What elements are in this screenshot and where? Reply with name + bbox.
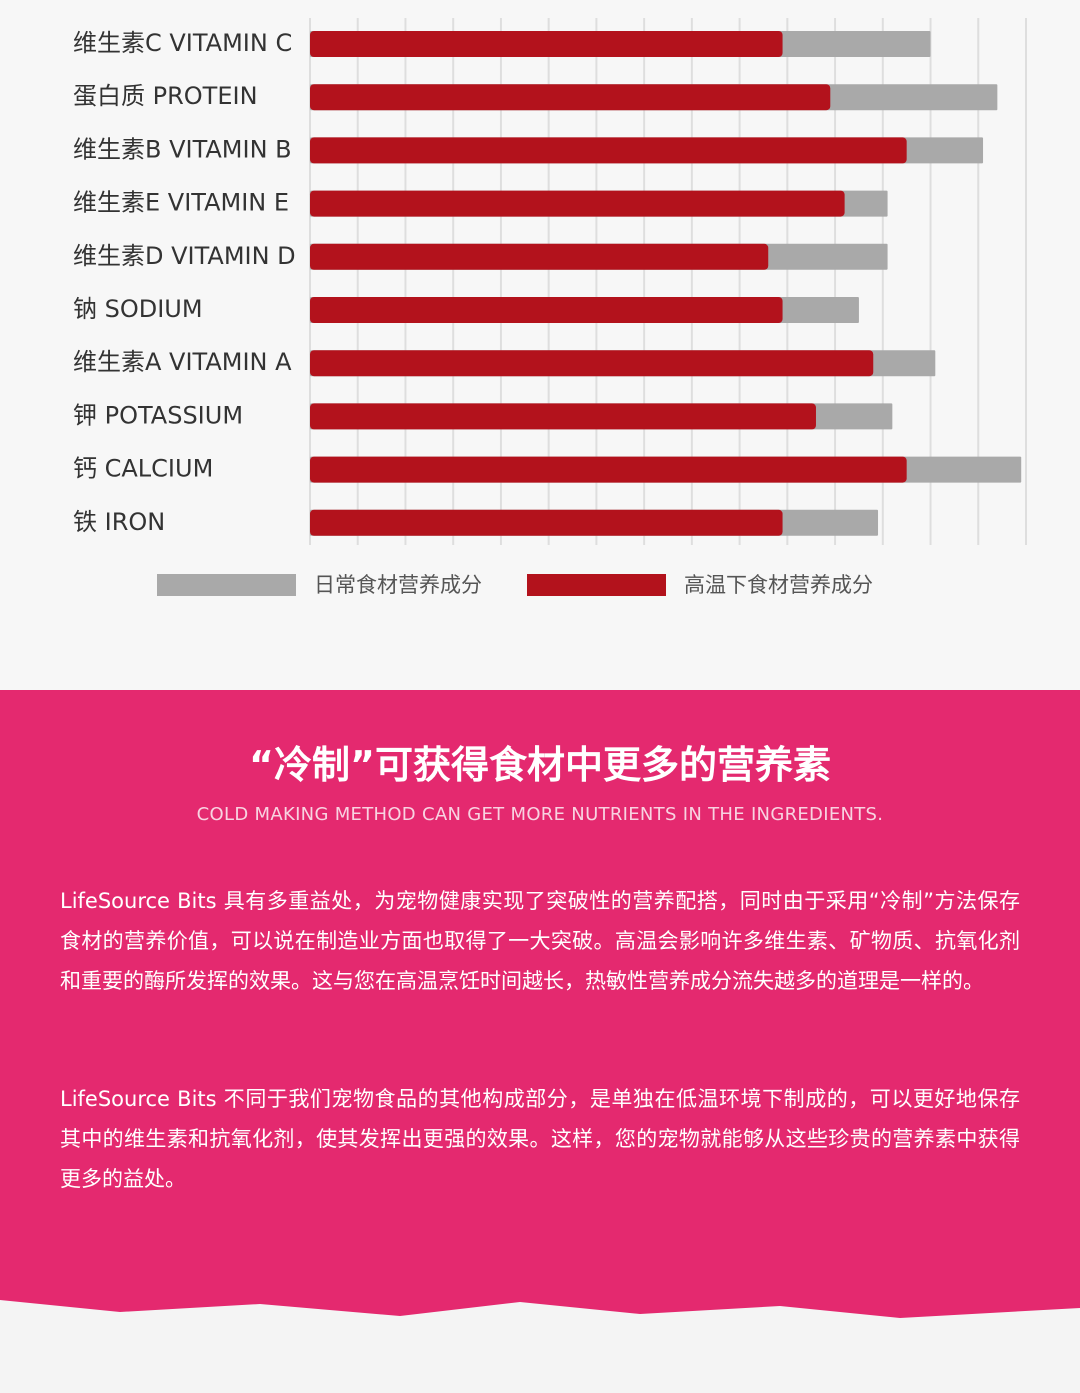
- paragraph: LifeSource Bits 具有多重益处，为宠物健康实现了突破性的营养配搭，…: [60, 889, 1020, 993]
- bar: [310, 403, 816, 430]
- paragraph: LifeSource Bits 不同于我们宠物食品的其他构成部分，是单独在低温环…: [60, 1087, 1020, 1191]
- bar: [310, 297, 783, 323]
- section-title: “冷制”可获得食材中更多的营养素: [249, 743, 831, 787]
- category-label: 维生素B VITAMIN B: [73, 135, 292, 163]
- bar: [310, 31, 783, 57]
- legend-swatch: [527, 574, 666, 596]
- legend-swatch: [157, 574, 296, 596]
- bar: [310, 243, 769, 270]
- info-section: “冷制”可获得食材中更多的营养素 COLD MAKING METHOD CAN …: [0, 690, 1080, 1300]
- category-label: 维生素C VITAMIN C: [73, 29, 292, 57]
- category-label: 维生素E VITAMIN E: [73, 189, 289, 217]
- edge-shape: [0, 1290, 1080, 1318]
- chart: 维生素C VITAMIN C 蛋白质 PROTEIN 维生素B VITAMIN B 维…: [0, 0, 1080, 690]
- category-label: 钠 SODIUM: [73, 295, 203, 323]
- category-label: 维生素D VITAMIN D: [73, 242, 296, 270]
- category-label: 铁 IRON: [73, 508, 165, 536]
- category-label: 钾 POTASSIUM: [73, 401, 243, 429]
- category-label: 维生素A VITAMIN A: [73, 348, 292, 376]
- category-label: 钙 CALCIUM: [73, 455, 213, 483]
- legend: 日常食材营养成分: [314, 573, 482, 597]
- bar: [310, 456, 907, 483]
- legend: 高温下食材营养成分: [684, 573, 873, 597]
- section-subtitle: COLD MAKING METHOD CAN GET MORE NUTRIENT…: [196, 804, 884, 825]
- bar: [310, 350, 874, 377]
- bar: [310, 84, 831, 111]
- bar: [310, 137, 907, 164]
- bar: [310, 190, 845, 217]
- torn-edge: [0, 1290, 1080, 1318]
- category-label: 蛋白质 PROTEIN: [73, 82, 258, 110]
- bar: [310, 509, 783, 536]
